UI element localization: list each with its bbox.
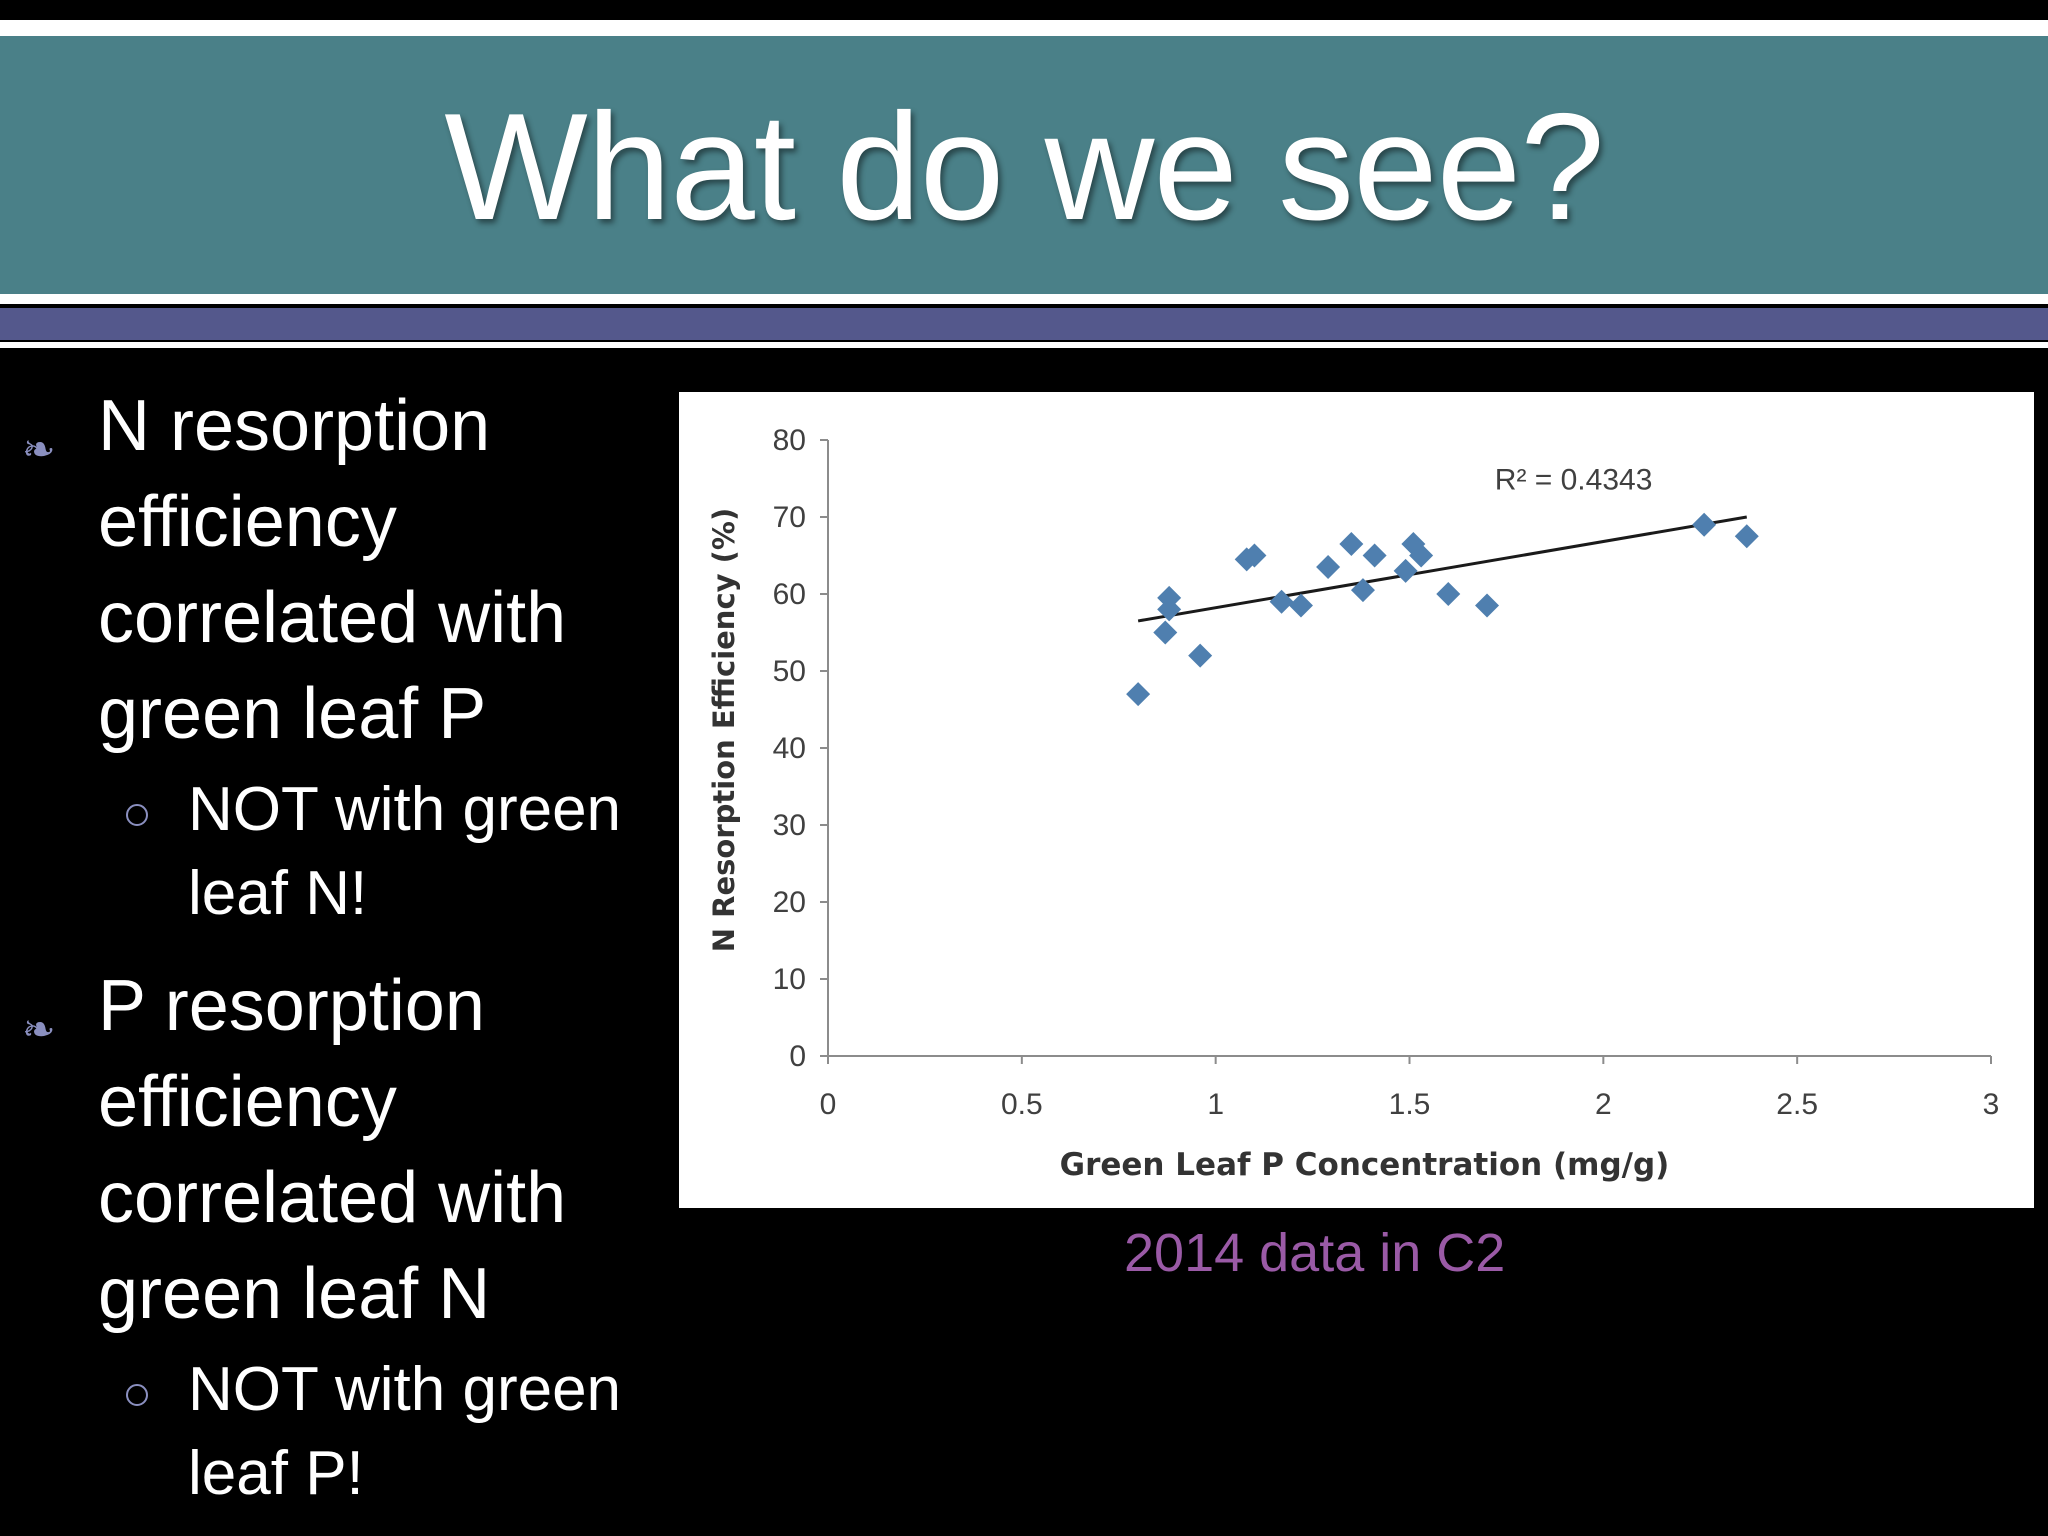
scatter-point bbox=[1692, 512, 1717, 537]
scatter-point bbox=[1153, 620, 1178, 645]
purple-accent-band bbox=[0, 308, 2048, 340]
x-tick-label: 2.5 bbox=[1776, 1088, 1818, 1121]
scatter-point bbox=[1126, 682, 1151, 707]
flourish-bullet-icon: ❧ bbox=[22, 1007, 55, 1053]
flourish-bullet-icon: ❧ bbox=[22, 427, 55, 473]
scatter-point bbox=[1339, 531, 1364, 556]
y-axis-title: N Resorption Efficiency (%) bbox=[707, 508, 741, 952]
y-tick-label: 50 bbox=[773, 655, 806, 688]
scatter-point bbox=[1401, 531, 1426, 556]
x-tick-label: 1 bbox=[1207, 1088, 1224, 1121]
slide-title: What do we see? bbox=[444, 82, 1604, 252]
scatter-point bbox=[1350, 578, 1375, 603]
r-squared-label: R² = 0.4343 bbox=[1495, 463, 1653, 496]
scatter-point bbox=[1409, 543, 1434, 568]
scatter-point bbox=[1393, 558, 1418, 583]
top-white-stripe bbox=[0, 20, 2048, 36]
scatter-point bbox=[1475, 593, 1500, 618]
y-tick-label: 20 bbox=[773, 886, 806, 919]
circle-bullet-icon bbox=[126, 804, 148, 826]
scatter-point bbox=[1242, 543, 1267, 568]
bullet-line: correlated with bbox=[98, 578, 567, 658]
x-tick-label: 1.5 bbox=[1389, 1088, 1431, 1121]
trendline bbox=[1137, 515, 1748, 623]
sub-bullet-line: leaf P! bbox=[188, 1439, 364, 1508]
bullet-line: N resorption bbox=[98, 386, 491, 466]
x-tick-label: 0 bbox=[820, 1088, 837, 1121]
scatter-point bbox=[1157, 585, 1182, 610]
x-tick-label: 0.5 bbox=[1001, 1088, 1043, 1121]
y-tick-label: 0 bbox=[789, 1040, 806, 1073]
y-tick-label: 80 bbox=[773, 424, 806, 457]
x-axis-title: Green Leaf P Concentration (mg/g) bbox=[1060, 1147, 1670, 1183]
x-tick-label: 2 bbox=[1595, 1088, 1612, 1121]
bullet-line: efficiency bbox=[98, 482, 397, 562]
sub-bullet-line: leaf N! bbox=[188, 859, 368, 928]
chart-caption: 2014 data in C2 bbox=[1124, 1223, 1506, 1283]
x-tick-label: 3 bbox=[1983, 1088, 2000, 1121]
scatter-point bbox=[1188, 643, 1213, 668]
circle-bullet-icon bbox=[126, 1384, 148, 1406]
sub-bullet-item: NOT with green leaf N! bbox=[22, 768, 682, 936]
bullet-line: green leaf P bbox=[98, 674, 487, 754]
sub-bullet-line: NOT with green bbox=[188, 1355, 622, 1424]
bullet-line: green leaf N bbox=[98, 1254, 491, 1334]
scatter-point bbox=[1734, 524, 1759, 549]
white-divider-stripe bbox=[0, 294, 2048, 304]
y-tick-label: 10 bbox=[773, 963, 806, 996]
scatter-point bbox=[1362, 543, 1387, 568]
scatter-point bbox=[1288, 593, 1313, 618]
bullet-line: P resorption bbox=[98, 966, 485, 1046]
scatter-point bbox=[1316, 555, 1341, 580]
y-tick-label: 30 bbox=[773, 809, 806, 842]
y-tick-label: 70 bbox=[773, 501, 806, 534]
sub-bullet-item: NOT with green leaf P! bbox=[22, 1348, 682, 1516]
title-bar bbox=[0, 36, 2048, 294]
bullet-line: efficiency bbox=[98, 1062, 397, 1142]
y-tick-label: 40 bbox=[773, 732, 806, 765]
scatter-point bbox=[1436, 582, 1461, 606]
sub-bullet-line: NOT with green bbox=[188, 775, 622, 844]
y-tick-label: 60 bbox=[773, 578, 806, 611]
white-divider-stripe-lower bbox=[0, 342, 2048, 348]
bullet-list: ❧ N resorption efficiency correlated wit… bbox=[22, 378, 682, 1516]
scatter-chart: 0 0.5 1 1.5 2 2.5 3 0 10 20 30 40 50 60 70 80 Green Leaf… bbox=[679, 392, 2034, 1208]
scatter-point bbox=[1269, 589, 1294, 614]
bullet-item: ❧ P resorption efficiency correlated wit… bbox=[22, 958, 682, 1342]
bullet-item: ❧ N resorption efficiency correlated wit… bbox=[22, 378, 682, 762]
bullet-line: correlated with bbox=[98, 1158, 567, 1238]
